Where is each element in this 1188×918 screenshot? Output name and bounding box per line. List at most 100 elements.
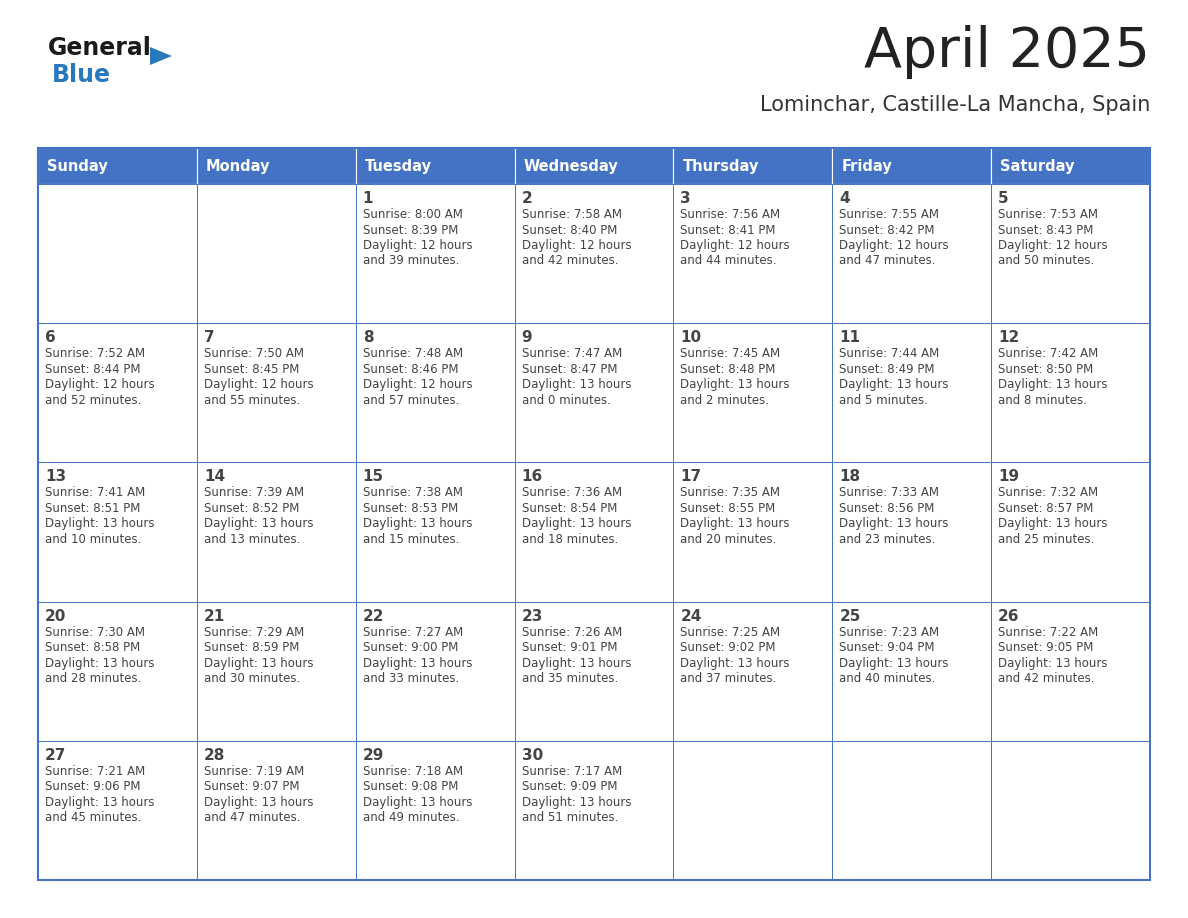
- Bar: [991, 601, 1150, 741]
- Text: Daylight: 12 hours: Daylight: 12 hours: [45, 378, 154, 391]
- Text: 12: 12: [998, 330, 1019, 345]
- Text: and 28 minutes.: and 28 minutes.: [45, 672, 141, 685]
- Text: and 47 minutes.: and 47 minutes.: [839, 254, 936, 267]
- Text: and 0 minutes.: and 0 minutes.: [522, 394, 611, 407]
- Text: Sunset: 8:55 PM: Sunset: 8:55 PM: [681, 502, 776, 515]
- Bar: [991, 463, 1150, 601]
- Text: Sunrise: 7:22 AM: Sunrise: 7:22 AM: [998, 625, 1099, 639]
- Bar: [514, 463, 674, 601]
- Bar: [197, 741, 355, 880]
- Bar: [514, 323, 674, 463]
- Text: Sunset: 8:43 PM: Sunset: 8:43 PM: [998, 223, 1093, 237]
- Text: 26: 26: [998, 609, 1019, 623]
- Text: and 45 minutes.: and 45 minutes.: [45, 812, 141, 824]
- Text: Daylight: 13 hours: Daylight: 13 hours: [839, 656, 949, 669]
- Text: and 39 minutes.: and 39 minutes.: [362, 254, 459, 267]
- Text: Daylight: 13 hours: Daylight: 13 hours: [204, 656, 314, 669]
- Text: Sunset: 8:39 PM: Sunset: 8:39 PM: [362, 223, 459, 237]
- Bar: [355, 601, 514, 741]
- Bar: [674, 741, 833, 880]
- Bar: [991, 323, 1150, 463]
- Text: 28: 28: [204, 748, 226, 763]
- Text: 20: 20: [45, 609, 67, 623]
- Text: 23: 23: [522, 609, 543, 623]
- Text: 17: 17: [681, 469, 702, 485]
- Text: Sunset: 9:06 PM: Sunset: 9:06 PM: [45, 780, 140, 793]
- Bar: [197, 463, 355, 601]
- Text: 11: 11: [839, 330, 860, 345]
- Text: and 44 minutes.: and 44 minutes.: [681, 254, 777, 267]
- Text: 30: 30: [522, 748, 543, 763]
- Bar: [38, 184, 197, 323]
- Text: Sunrise: 7:38 AM: Sunrise: 7:38 AM: [362, 487, 462, 499]
- Bar: [833, 148, 991, 184]
- Bar: [991, 148, 1150, 184]
- Text: Sunset: 8:50 PM: Sunset: 8:50 PM: [998, 363, 1093, 375]
- Bar: [991, 741, 1150, 880]
- Text: Daylight: 13 hours: Daylight: 13 hours: [522, 796, 631, 809]
- Text: Sunset: 8:59 PM: Sunset: 8:59 PM: [204, 641, 299, 655]
- Text: Daylight: 13 hours: Daylight: 13 hours: [998, 378, 1107, 391]
- Text: Sunrise: 7:27 AM: Sunrise: 7:27 AM: [362, 625, 463, 639]
- Text: Daylight: 12 hours: Daylight: 12 hours: [204, 378, 314, 391]
- Text: and 57 minutes.: and 57 minutes.: [362, 394, 459, 407]
- Text: Sunrise: 7:33 AM: Sunrise: 7:33 AM: [839, 487, 940, 499]
- Text: Sunrise: 7:58 AM: Sunrise: 7:58 AM: [522, 208, 621, 221]
- Text: 4: 4: [839, 191, 849, 206]
- Bar: [355, 323, 514, 463]
- Bar: [514, 741, 674, 880]
- Text: Sunset: 9:01 PM: Sunset: 9:01 PM: [522, 641, 617, 655]
- Text: Blue: Blue: [52, 63, 110, 87]
- Text: Daylight: 13 hours: Daylight: 13 hours: [681, 378, 790, 391]
- Text: Sunrise: 7:26 AM: Sunrise: 7:26 AM: [522, 625, 621, 639]
- Bar: [674, 148, 833, 184]
- Text: and 42 minutes.: and 42 minutes.: [522, 254, 618, 267]
- Text: 18: 18: [839, 469, 860, 485]
- Text: and 50 minutes.: and 50 minutes.: [998, 254, 1094, 267]
- Text: Sunrise: 7:55 AM: Sunrise: 7:55 AM: [839, 208, 940, 221]
- Text: Daylight: 13 hours: Daylight: 13 hours: [362, 796, 472, 809]
- Bar: [197, 323, 355, 463]
- Text: Sunrise: 7:17 AM: Sunrise: 7:17 AM: [522, 765, 621, 778]
- Text: Sunset: 9:00 PM: Sunset: 9:00 PM: [362, 641, 459, 655]
- Bar: [38, 741, 197, 880]
- Bar: [355, 463, 514, 601]
- Text: Sunset: 8:48 PM: Sunset: 8:48 PM: [681, 363, 776, 375]
- Text: Sunrise: 7:39 AM: Sunrise: 7:39 AM: [204, 487, 304, 499]
- Text: Daylight: 13 hours: Daylight: 13 hours: [681, 518, 790, 531]
- Text: and 5 minutes.: and 5 minutes.: [839, 394, 928, 407]
- Text: 7: 7: [204, 330, 215, 345]
- Text: Daylight: 13 hours: Daylight: 13 hours: [204, 518, 314, 531]
- Text: Sunrise: 7:25 AM: Sunrise: 7:25 AM: [681, 625, 781, 639]
- Text: 16: 16: [522, 469, 543, 485]
- Bar: [833, 601, 991, 741]
- Text: Sunrise: 7:52 AM: Sunrise: 7:52 AM: [45, 347, 145, 360]
- Text: 15: 15: [362, 469, 384, 485]
- Bar: [38, 148, 197, 184]
- Text: 9: 9: [522, 330, 532, 345]
- Bar: [197, 184, 355, 323]
- Polygon shape: [150, 47, 172, 65]
- Text: Sunset: 8:49 PM: Sunset: 8:49 PM: [839, 363, 935, 375]
- Text: 3: 3: [681, 191, 691, 206]
- Text: Sunrise: 8:00 AM: Sunrise: 8:00 AM: [362, 208, 462, 221]
- Text: and 2 minutes.: and 2 minutes.: [681, 394, 770, 407]
- Text: and 47 minutes.: and 47 minutes.: [204, 812, 301, 824]
- Text: 22: 22: [362, 609, 384, 623]
- Text: and 51 minutes.: and 51 minutes.: [522, 812, 618, 824]
- Text: 25: 25: [839, 609, 860, 623]
- Text: 1: 1: [362, 191, 373, 206]
- Text: Sunrise: 7:41 AM: Sunrise: 7:41 AM: [45, 487, 145, 499]
- Text: Sunrise: 7:47 AM: Sunrise: 7:47 AM: [522, 347, 621, 360]
- Text: and 20 minutes.: and 20 minutes.: [681, 533, 777, 546]
- Text: Sunset: 8:42 PM: Sunset: 8:42 PM: [839, 223, 935, 237]
- Text: Sunrise: 7:21 AM: Sunrise: 7:21 AM: [45, 765, 145, 778]
- Bar: [674, 323, 833, 463]
- Bar: [38, 148, 1150, 880]
- Text: Sunset: 8:53 PM: Sunset: 8:53 PM: [362, 502, 457, 515]
- Text: Sunset: 8:54 PM: Sunset: 8:54 PM: [522, 502, 617, 515]
- Text: Sunrise: 7:44 AM: Sunrise: 7:44 AM: [839, 347, 940, 360]
- Text: Sunrise: 7:35 AM: Sunrise: 7:35 AM: [681, 487, 781, 499]
- Text: Sunset: 9:02 PM: Sunset: 9:02 PM: [681, 641, 776, 655]
- Text: and 35 minutes.: and 35 minutes.: [522, 672, 618, 685]
